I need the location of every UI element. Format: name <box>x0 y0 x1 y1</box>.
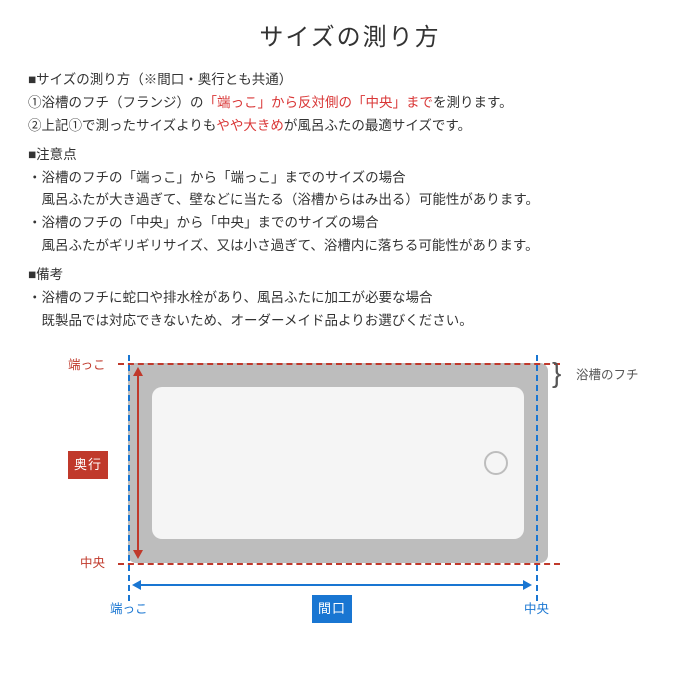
tub-inner <box>152 387 524 539</box>
width-arrow <box>132 580 532 590</box>
note3b: 既製品では対応できないため、オーダーメイド品よりお選びください。 <box>28 310 672 333</box>
line1-a: ①浴槽のフチ（フランジ）の <box>28 95 204 110</box>
blue-dash-right <box>536 355 538 601</box>
note2a: ・浴槽のフチの「中央」から「中央」までのサイズの場合 <box>28 212 672 235</box>
section2-head: ■注意点 <box>28 144 672 167</box>
brace-icon: } <box>552 359 561 387</box>
line1: ①浴槽のフチ（フランジ）の「端っこ」から反対側の「中央」までを測ります。 <box>28 92 672 115</box>
drain-circle <box>484 451 508 475</box>
line1-c: を測ります。 <box>433 95 513 110</box>
depth-arrow-line <box>137 373 139 553</box>
line2-b-highlight: やや大きめ <box>216 118 284 133</box>
depth-arrow-down <box>133 550 143 559</box>
width-badge: 間口 <box>312 595 352 623</box>
note3a: ・浴槽のフチに蛇口や排水栓があり、風呂ふたに加工が必要な場合 <box>28 287 672 310</box>
line2: ②上記①で測ったサイズよりもやや大きめが風呂ふたの最適サイズです。 <box>28 115 672 138</box>
bathtub-diagram: 奥行 間口 端っこ 中央 端っこ 中央 } 浴槽のフチ <box>28 351 672 651</box>
label-top-edge: 端っこ <box>68 355 106 376</box>
label-bottom-left: 端っこ <box>110 599 148 620</box>
width-arrow-right <box>523 580 532 590</box>
label-bottom-right: 中央 <box>524 599 549 620</box>
blue-dash-left <box>128 355 130 601</box>
red-dash-top <box>118 363 560 365</box>
depth-arrow <box>133 367 143 559</box>
line2-a: ②上記①で測ったサイズよりも <box>28 118 216 133</box>
section3-head: ■備考 <box>28 264 672 287</box>
label-flange: 浴槽のフチ <box>576 365 639 386</box>
note2b: 風呂ふたがギリギリサイズ、又は小さ過ぎて、浴槽内に落ちる可能性があります。 <box>28 235 672 258</box>
section1-head: ■サイズの測り方（※間口・奥行とも共通） <box>28 69 672 92</box>
line1-b-highlight: 「端っこ」から反対側の「中央」まで <box>204 95 434 110</box>
depth-badge: 奥行 <box>68 451 108 479</box>
line2-c: が風呂ふたの最適サイズです。 <box>284 118 471 133</box>
width-arrow-line <box>138 584 526 586</box>
note1b: 風呂ふたが大き過ぎて、壁などに当たる（浴槽からはみ出る）可能性があります。 <box>28 189 672 212</box>
page-title: サイズの測り方 <box>28 18 672 59</box>
width-arrow-left <box>132 580 141 590</box>
label-mid-center: 中央 <box>80 553 105 574</box>
depth-arrow-up <box>133 367 143 376</box>
red-dash-bottom <box>118 563 560 565</box>
note1a: ・浴槽のフチの「端っこ」から「端っこ」までのサイズの場合 <box>28 167 672 190</box>
